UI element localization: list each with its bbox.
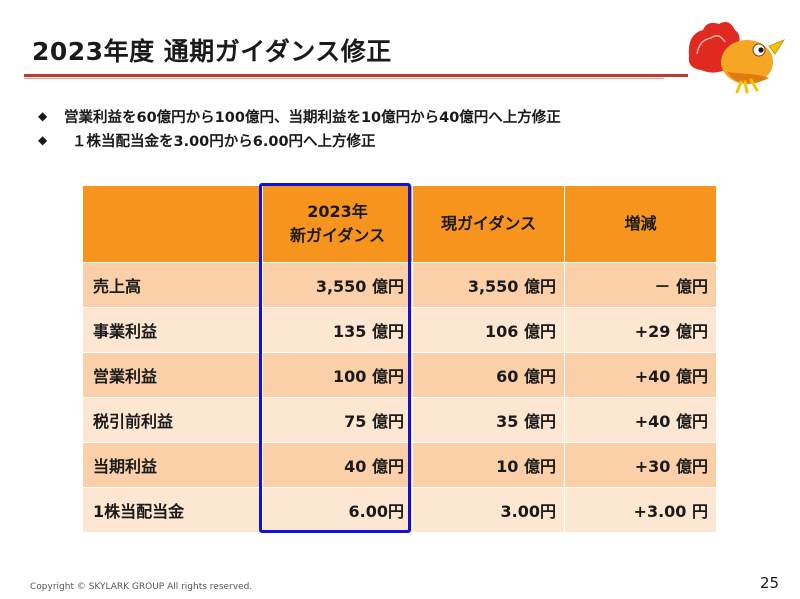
bullet-text: １株当配当金を3.00円から6.00円へ上方修正 xyxy=(72,133,376,150)
header-current-guidance: 現ガイダンス xyxy=(412,185,565,263)
bullet-item: ◆ １株当配当金を3.00円から6.00円へ上方修正 xyxy=(38,128,561,152)
diamond-icon: ◆ xyxy=(38,133,48,147)
skylark-bird-logo-icon xyxy=(688,22,785,94)
row-label: 当期利益 xyxy=(82,442,263,488)
guidance-table: 2023年 新ガイダンス 現ガイダンス 増減 売上高 3,550 億円 3,55… xyxy=(82,185,717,533)
header-new-guidance: 2023年 新ガイダンス xyxy=(262,185,413,263)
table-row: 営業利益 100 億円 60 億円 +40 億円 xyxy=(82,352,717,398)
title-underline xyxy=(24,74,688,77)
change-value: +29 億円 xyxy=(564,307,717,353)
table-row: 売上高 3,550 億円 3,550 億円 － 億円 xyxy=(82,262,717,308)
current-guidance-value: 3,550 億円 xyxy=(412,262,565,308)
row-label: 1株当配当金 xyxy=(82,487,263,533)
current-guidance-value: 60 億円 xyxy=(412,352,565,398)
bullet-item: ◆ 営業利益を60億円から100億円、当期利益を10億円から40億円へ上方修正 xyxy=(38,104,561,128)
header-new-label: 新ガイダンス xyxy=(289,226,386,245)
change-value: +40 億円 xyxy=(564,397,717,443)
diamond-icon: ◆ xyxy=(38,109,48,123)
header-new-year: 2023年 xyxy=(307,202,368,221)
new-guidance-value: 6.00円 xyxy=(262,487,413,533)
change-value: +3.00 円 xyxy=(564,487,717,533)
table-row: 事業利益 135 億円 106 億円 +29 億円 xyxy=(82,307,717,353)
bullet-text: 営業利益を60億円から100億円、当期利益を10億円から40億円へ上方修正 xyxy=(64,109,561,126)
new-guidance-value: 100 億円 xyxy=(262,352,413,398)
table-row: 税引前利益 75 億円 35 億円 +40 億円 xyxy=(82,397,717,443)
change-value: － 億円 xyxy=(564,262,717,308)
copyright-notice: Copyright © SKYLARK GROUP All rights res… xyxy=(30,582,253,592)
table-header-row: 2023年 新ガイダンス 現ガイダンス 増減 xyxy=(82,185,717,263)
page-number: 25 xyxy=(760,574,780,592)
table-row: 1株当配当金 6.00円 3.00円 +3.00 円 xyxy=(82,487,717,533)
table-row: 当期利益 40 億円 10 億円 +30 億円 xyxy=(82,442,717,488)
new-guidance-value: 75 億円 xyxy=(262,397,413,443)
header-change: 増減 xyxy=(564,185,717,263)
current-guidance-value: 10 億円 xyxy=(412,442,565,488)
new-guidance-value: 3,550 億円 xyxy=(262,262,413,308)
new-guidance-value: 135 億円 xyxy=(262,307,413,353)
current-guidance-value: 106 億円 xyxy=(412,307,565,353)
row-label: 営業利益 xyxy=(82,352,263,398)
title-underline-thin xyxy=(24,78,664,79)
row-label: 売上高 xyxy=(82,262,263,308)
header-label-cell xyxy=(82,185,263,263)
page-title: 2023年度 通期ガイダンス修正 xyxy=(32,37,392,66)
new-guidance-value: 40 億円 xyxy=(262,442,413,488)
current-guidance-value: 35 億円 xyxy=(412,397,565,443)
current-guidance-value: 3.00円 xyxy=(412,487,565,533)
row-label: 事業利益 xyxy=(82,307,263,353)
change-value: +40 億円 xyxy=(564,352,717,398)
change-value: +30 億円 xyxy=(564,442,717,488)
bullet-list: ◆ 営業利益を60億円から100億円、当期利益を10億円から40億円へ上方修正 … xyxy=(38,104,561,152)
row-label: 税引前利益 xyxy=(82,397,263,443)
